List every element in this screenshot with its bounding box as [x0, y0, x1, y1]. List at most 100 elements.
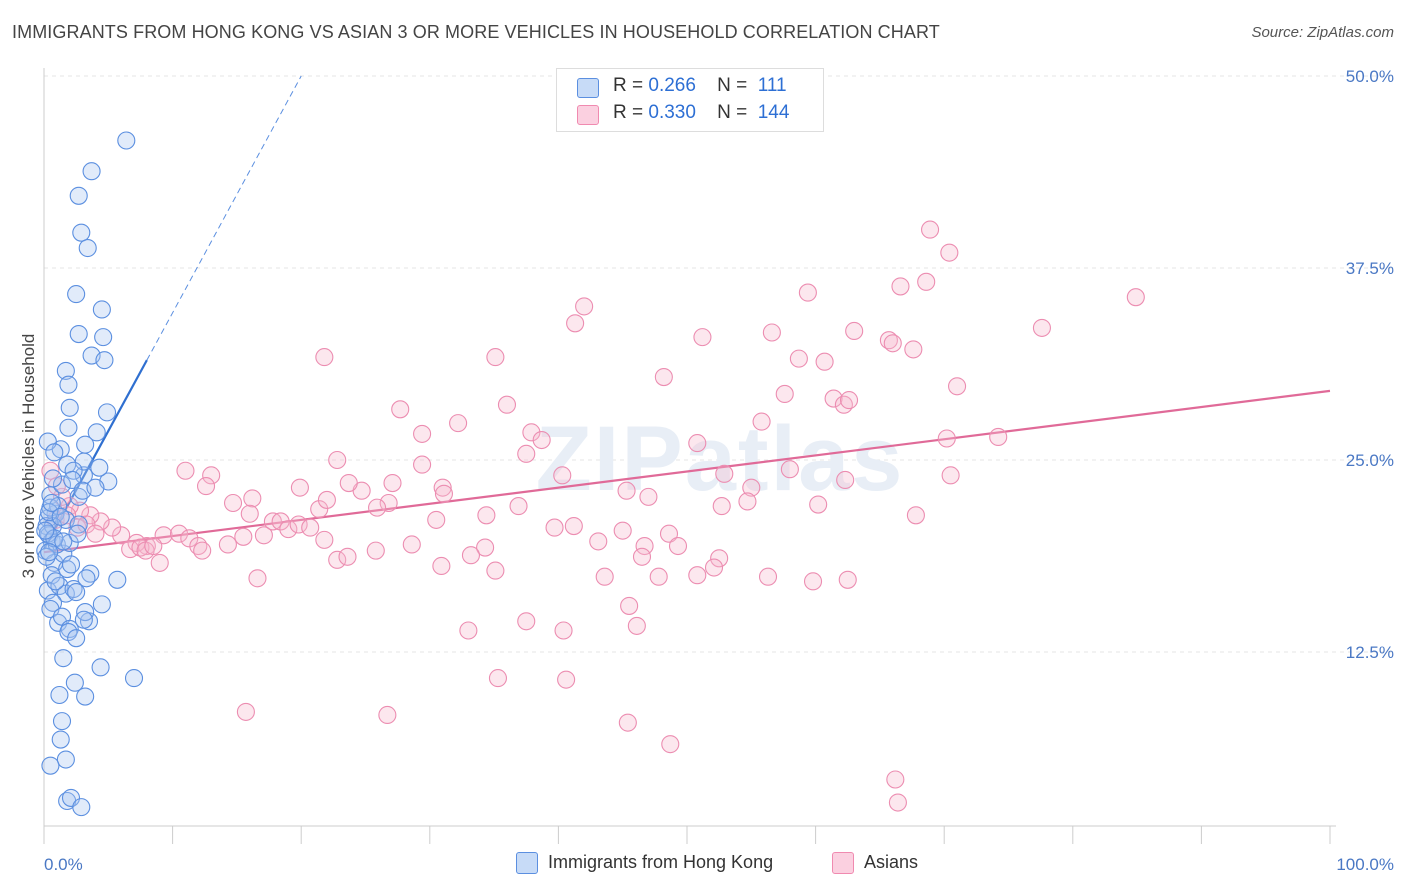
asians-point — [762, 323, 781, 342]
asians-point — [144, 536, 163, 556]
asians-point — [338, 547, 357, 566]
asians-point — [710, 549, 729, 568]
asians-point — [193, 541, 212, 560]
hong-kong-point — [95, 351, 114, 370]
hong-kong-point — [108, 570, 127, 589]
asians-point — [243, 489, 262, 508]
asians-point — [488, 669, 508, 688]
x-tick-label-max: 100.0% — [1336, 855, 1394, 874]
asians-point — [378, 705, 397, 725]
asians-point — [566, 314, 585, 333]
asians-point — [906, 506, 925, 525]
y-tick-label: 37.5% — [1346, 259, 1394, 278]
asians-point — [595, 567, 614, 586]
hong-kong-point — [54, 532, 73, 551]
asians-point — [328, 550, 347, 569]
hong-kong-point — [76, 603, 95, 622]
hong-kong-point — [60, 398, 79, 417]
asians-point — [940, 243, 959, 262]
x-axis-ticks — [43, 826, 1331, 844]
chart-title: IMMIGRANTS FROM HONG KONG VS ASIAN 3 OR … — [12, 22, 940, 42]
x-tick-label-min: 0.0% — [44, 855, 83, 874]
asians-point — [635, 536, 654, 556]
hong-kong-point — [74, 466, 93, 485]
asians-point — [809, 495, 828, 514]
hong-kong-point — [69, 324, 88, 344]
hong-kong-trend-line — [43, 359, 148, 550]
asians-point — [379, 493, 398, 513]
hong-kong-point — [59, 375, 78, 394]
y-tick-label: 25.0% — [1346, 451, 1394, 470]
asians-point — [545, 518, 564, 537]
hong-kong-point — [67, 583, 86, 602]
trend-lines — [43, 75, 1331, 554]
asians-point — [627, 616, 646, 635]
asians-point — [383, 473, 402, 493]
asians-point — [632, 547, 652, 566]
asians-point — [202, 466, 221, 485]
asians-point — [240, 504, 259, 523]
asians-point — [315, 530, 334, 549]
hong-kong-point — [76, 687, 95, 706]
asians-point — [254, 526, 273, 545]
asians-point — [904, 340, 923, 359]
asians-point — [150, 553, 169, 572]
asians-point — [654, 368, 673, 387]
hong-kong-point — [78, 238, 97, 258]
asians-point — [1126, 288, 1145, 307]
asians-point — [742, 478, 761, 497]
asians-point — [391, 400, 410, 419]
asians-point — [712, 497, 731, 516]
hong-kong-point — [69, 186, 88, 205]
y-axis-title: 3 or more Vehicles in Household — [19, 334, 38, 579]
hong-kong-point — [92, 300, 111, 319]
asians-point — [366, 541, 385, 560]
asians-point — [941, 466, 960, 485]
asians-point — [758, 567, 778, 586]
asians-point — [564, 516, 583, 536]
hong-kong-point — [82, 162, 101, 181]
asians-points — [41, 220, 1145, 812]
asians-point — [402, 535, 421, 554]
asians-point — [328, 450, 347, 470]
chart-source: Source: ZipAtlas.com — [1251, 24, 1394, 41]
asians-point — [883, 334, 902, 353]
asians-point — [413, 455, 432, 474]
asians-point — [557, 670, 576, 689]
asians-point — [317, 490, 336, 509]
asians-point — [824, 389, 843, 408]
hong-kong-point — [72, 223, 91, 242]
hong-kong-point — [38, 432, 57, 451]
asians-point — [886, 770, 905, 789]
hong-kong-point — [97, 403, 117, 422]
asians-point — [613, 521, 632, 540]
asians-point — [486, 561, 505, 580]
asians-point — [413, 424, 432, 443]
asians-point — [368, 498, 387, 517]
asians-point — [738, 492, 757, 511]
asians-point — [639, 487, 658, 506]
asians-point — [775, 384, 794, 404]
n-value: 111 — [757, 75, 787, 96]
hong-kong-point — [68, 524, 87, 543]
hong-kong-point — [91, 658, 110, 677]
asians-point — [839, 391, 859, 410]
asians-point — [289, 515, 308, 534]
asians-point — [477, 506, 496, 525]
hong-kong-point — [40, 543, 59, 562]
legend-stats-hong-kong: R = 0.266 N = 111 — [613, 75, 787, 97]
r-value: 0.266 — [648, 75, 696, 96]
n-value: 144 — [757, 102, 790, 123]
asians-point — [921, 220, 940, 239]
hong-kong-point — [69, 515, 88, 534]
asians-point — [196, 477, 216, 496]
asians-point — [836, 470, 855, 490]
asians-point — [838, 570, 857, 589]
asians-point — [845, 321, 864, 341]
asians-point — [236, 702, 255, 721]
asians-point — [937, 429, 956, 448]
asians-point — [589, 532, 608, 551]
hong-kong-point — [56, 361, 75, 380]
asians-point — [780, 460, 799, 479]
legend-swatch-asians — [577, 105, 599, 125]
